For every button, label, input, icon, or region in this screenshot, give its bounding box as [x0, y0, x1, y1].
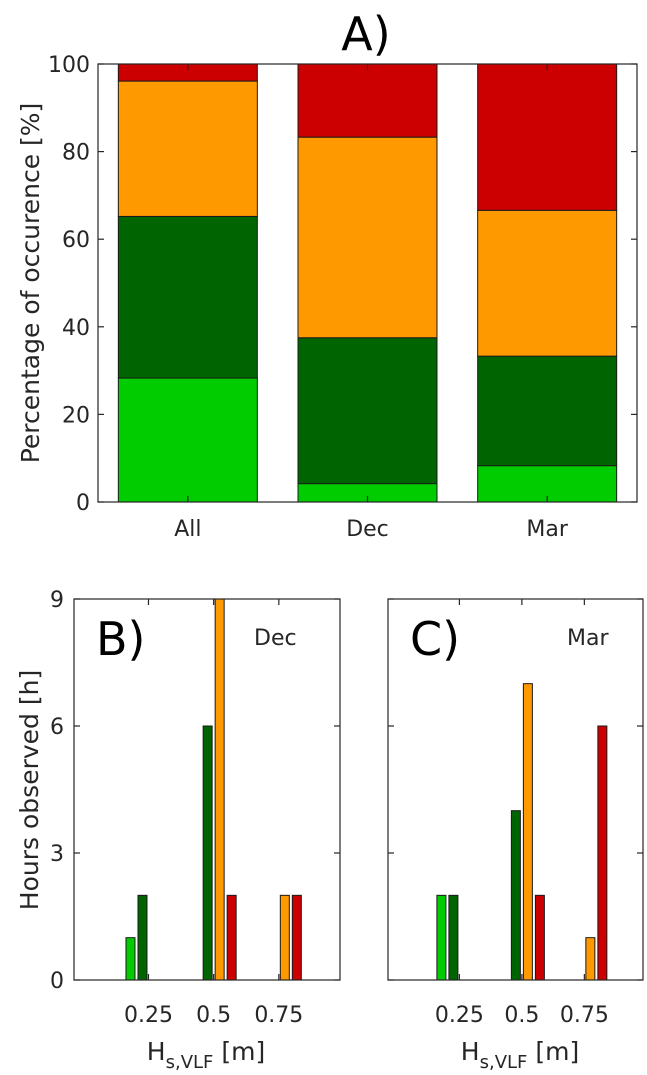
- panel-c-axes: 0.25 0.5 0.75: [387, 598, 644, 1028]
- x-tick-label-b: 0.5: [196, 1003, 231, 1028]
- x-tick-label-c: 0.5: [504, 1003, 539, 1028]
- y-tick-label-b: 0: [50, 969, 64, 994]
- bar-c-0.25-s0: [436, 894, 447, 981]
- panel-a-axes: All Dec Mar 0 20 40 60 80 100: [48, 53, 638, 542]
- panel-b-x-axis-label-unit: [m]: [213, 1037, 265, 1066]
- panel-b-bars: [125, 598, 302, 981]
- y-tick-label-a: 100: [48, 53, 90, 78]
- bar-b-0.5-s2: [214, 598, 225, 981]
- panel-b-axes: 0.25 0.5 0.75 0 3 6 9: [50, 588, 341, 1028]
- panel-c-x-axis-label-sub: s,VLF: [480, 1052, 528, 1073]
- panel-a-title: A): [341, 7, 390, 61]
- x-tick-label-c: 0.25: [435, 1003, 484, 1028]
- y-tick-label-b: 9: [50, 588, 64, 613]
- bar-b-0.75-s2: [279, 894, 290, 981]
- bar-a-all-seg1: [117, 215, 258, 379]
- y-tick-label-a: 0: [76, 491, 90, 516]
- bar-b-0.5-s3: [226, 894, 237, 981]
- y-tick-label-a: 40: [62, 316, 90, 341]
- panel-b-x-axis-label: Hs,VLF [m]: [147, 1037, 265, 1073]
- panel-b-x-axis-label-main: H: [147, 1037, 166, 1066]
- bar-a-mar-seg1: [477, 355, 618, 467]
- bar-c-0.75-s3: [597, 725, 608, 981]
- x-tick-label-c: 0.75: [560, 1003, 609, 1028]
- bar-b-0.75-s3: [291, 894, 302, 981]
- y-tick-label-a: 80: [62, 141, 90, 166]
- panel-a-stacked-bar-chart: A) Percentage of occurence [%] All Dec Mar…: [16, 7, 638, 542]
- panel-b-y-axis-label: Hours observed [h]: [15, 670, 44, 910]
- panel-c-bars: [436, 683, 608, 981]
- bar-a-dec-seg3: [297, 63, 438, 138]
- bar-a-dec-seg2: [297, 136, 438, 339]
- panel-c-annotation: Mar: [567, 626, 609, 651]
- panel-b-annotation: Dec: [254, 626, 297, 651]
- panel-b-bar-chart: Hours observed [h] 0.25 0.5 0.75 0 3 6 9 B) De…: [15, 588, 341, 1073]
- panel-b-letter: B): [96, 612, 146, 666]
- y-tick-label-a: 20: [62, 403, 90, 428]
- bar-c-0.75-s2: [585, 937, 596, 981]
- panel-frame: [73, 598, 341, 981]
- panel-c-x-axis-label-unit: [m]: [527, 1037, 579, 1066]
- panel-a-frame: [97, 63, 638, 503]
- bar-a-all-seg2: [117, 80, 258, 217]
- panel-c-x-axis-label: Hs,VLF [m]: [461, 1037, 579, 1073]
- x-tick-label-b: 0.25: [124, 1003, 173, 1028]
- y-tick-label-b: 6: [50, 715, 64, 740]
- panel-c-x-axis-label-main: H: [461, 1037, 480, 1066]
- bar-a-dec-seg1: [297, 337, 438, 485]
- bar-a-mar-seg2: [477, 209, 618, 357]
- bar-b-0.25-s0: [125, 937, 136, 981]
- panel-b-x-axis-label-sub: s,VLF: [166, 1052, 214, 1073]
- bar-a-mar-seg3: [477, 63, 618, 211]
- bar-a-all-seg0: [117, 377, 258, 503]
- bar-c-0.25-s1: [448, 894, 459, 981]
- panel-c-bar-chart: 0.25 0.5 0.75 C) Mar Hs,VLF [m]: [387, 598, 644, 1073]
- bar-b-0.5-s1: [202, 725, 213, 981]
- panel-a-bars: [117, 63, 618, 503]
- panel-c-letter: C): [410, 612, 460, 666]
- x-tick-label-a: Dec: [346, 517, 389, 542]
- panel-frame: [387, 598, 644, 981]
- x-tick-label-a: All: [174, 517, 201, 542]
- y-tick-label-a: 60: [62, 228, 90, 253]
- panel-a-y-axis-label: Percentage of occurence [%]: [16, 103, 45, 464]
- bar-c-0.5-s2: [522, 683, 533, 981]
- y-tick-label-b: 3: [50, 842, 64, 867]
- bar-c-0.5-s3: [534, 894, 545, 981]
- bar-b-0.25-s1: [137, 894, 148, 981]
- x-tick-label-b: 0.75: [254, 1003, 303, 1028]
- x-tick-label-a: Mar: [526, 517, 568, 542]
- bar-c-0.5-s1: [510, 810, 521, 981]
